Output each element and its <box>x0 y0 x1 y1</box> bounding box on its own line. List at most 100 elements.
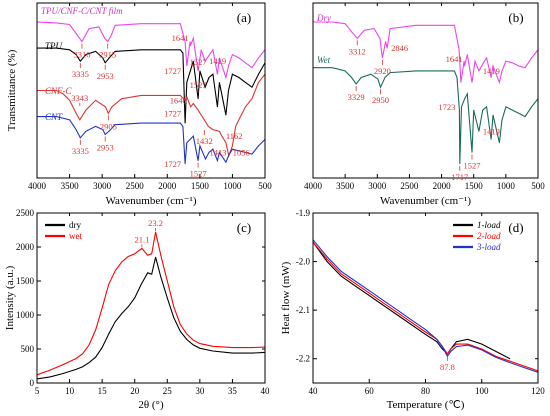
data-point <box>340 275 342 277</box>
data-point <box>397 309 398 311</box>
legend-label: wet <box>69 231 82 241</box>
data-point <box>326 256 328 258</box>
peak-annotation: 3312 <box>349 46 366 56</box>
y-tick-label: -2.2 <box>296 354 310 364</box>
data-point <box>456 341 457 343</box>
x-axis-title: Wavenumber (cm⁻¹) <box>380 195 471 207</box>
data-point <box>105 106 106 108</box>
data-point <box>104 62 106 64</box>
data-point <box>127 256 129 257</box>
data-point <box>88 362 90 363</box>
data-point <box>192 344 194 346</box>
x-tick-label: 4000 <box>28 181 47 191</box>
data-point <box>483 62 484 64</box>
data-point <box>190 44 192 46</box>
x-axis-title: 2θ (°) <box>138 399 164 411</box>
data-point <box>331 67 333 69</box>
data-point <box>110 34 112 36</box>
data-point <box>344 70 346 72</box>
data-point <box>258 57 259 59</box>
data-point <box>95 356 96 358</box>
data-point <box>219 152 220 153</box>
data-point <box>98 26 100 28</box>
data-point <box>354 285 356 287</box>
data-point <box>69 99 70 101</box>
peak-annotation: 2920 <box>374 66 391 76</box>
data-point <box>232 347 233 348</box>
y-tick-label: -2.0 <box>296 257 311 267</box>
data-point <box>380 86 381 88</box>
plot-frame <box>312 212 539 384</box>
data-point <box>509 360 511 362</box>
data-point <box>471 152 473 153</box>
legend-label: dry <box>69 220 81 230</box>
x-tick-label: 3000 <box>93 181 112 191</box>
y-tick-label: -1.9 <box>296 208 311 218</box>
x-tick-label: 15 <box>98 386 108 396</box>
data-point <box>75 358 77 359</box>
data-point <box>79 119 81 121</box>
peak-annotation: 1413 <box>210 147 227 157</box>
data-point <box>326 258 328 260</box>
data-point <box>436 338 438 340</box>
data-point <box>245 106 246 108</box>
data-point <box>415 70 417 72</box>
y-tick-label: 1000 <box>16 310 35 320</box>
data-point <box>62 373 64 374</box>
x-axis-title: Temperature (℃) <box>387 399 465 411</box>
y-tick-label: 500 <box>21 344 35 354</box>
data-point <box>331 21 333 23</box>
data-point <box>184 99 186 101</box>
series-line-2-load <box>313 241 538 372</box>
data-point <box>368 295 370 296</box>
data-point <box>436 341 438 343</box>
x-tick-label: 3500 <box>61 181 80 191</box>
data-point <box>505 60 507 62</box>
data-point <box>225 161 227 163</box>
data-point <box>368 290 370 292</box>
data-point <box>478 70 480 72</box>
y-axis-title: Heat flow (mW) <box>280 261 292 334</box>
data-point <box>166 280 168 282</box>
data-point <box>203 119 205 121</box>
data-point <box>481 349 483 351</box>
data-point <box>518 112 520 114</box>
data-point <box>219 82 220 83</box>
data-point <box>179 122 181 124</box>
data-point <box>486 106 487 108</box>
data-point <box>82 366 83 368</box>
data-point <box>82 353 83 355</box>
data-point <box>360 77 362 78</box>
data-point <box>56 90 57 91</box>
x-tick-label: 100 <box>475 386 489 396</box>
data-point <box>411 324 412 326</box>
data-point <box>49 376 51 378</box>
data-point <box>179 324 181 325</box>
data-point <box>251 352 253 354</box>
data-point <box>107 112 109 114</box>
peak-annotation: 3335 <box>72 146 89 156</box>
data-point <box>75 54 77 55</box>
data-point <box>425 334 426 335</box>
data-point <box>245 62 246 64</box>
data-point <box>95 99 96 101</box>
x-tick-label: 1000 <box>223 181 242 191</box>
data-point <box>326 261 328 262</box>
peak-annotation: 1727 <box>164 159 181 169</box>
data-point <box>127 306 129 308</box>
x-tick-label: 3000 <box>368 181 387 191</box>
x-tick-label: 60 <box>365 386 375 396</box>
series-line-tpu-cnf-c-cnt-film <box>37 21 265 80</box>
data-point <box>69 24 70 25</box>
data-point <box>373 28 375 29</box>
data-point <box>447 353 448 355</box>
data-point <box>245 82 246 83</box>
peak-annotation: 2846 <box>391 43 408 53</box>
data-point <box>102 129 104 131</box>
x-tick-label: 80 <box>421 386 431 396</box>
data-point <box>524 116 526 117</box>
data-point <box>219 57 220 59</box>
data-point <box>463 60 465 62</box>
data-point <box>140 49 142 51</box>
peak-annotation: 1527 <box>190 80 207 90</box>
